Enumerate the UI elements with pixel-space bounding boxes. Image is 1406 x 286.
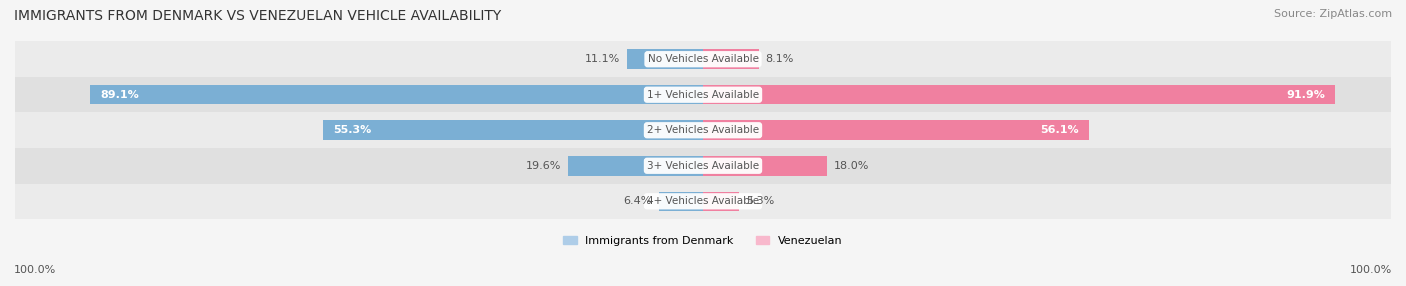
Bar [703,85,1336,104]
Text: 2+ Vehicles Available: 2+ Vehicles Available [647,125,759,135]
Bar [15,77,1391,112]
Bar [322,120,703,140]
Bar [703,192,740,211]
Text: 89.1%: 89.1% [100,90,139,100]
Bar [15,184,1391,219]
Text: 100.0%: 100.0% [1350,265,1392,275]
Text: 4+ Vehicles Available: 4+ Vehicles Available [647,196,759,206]
Bar [90,85,703,104]
Text: Source: ZipAtlas.com: Source: ZipAtlas.com [1274,9,1392,19]
Text: 1+ Vehicles Available: 1+ Vehicles Available [647,90,759,100]
Bar [703,120,1090,140]
Bar [568,156,703,176]
Text: 5.3%: 5.3% [747,196,775,206]
Text: 91.9%: 91.9% [1286,90,1324,100]
Text: IMMIGRANTS FROM DENMARK VS VENEZUELAN VEHICLE AVAILABILITY: IMMIGRANTS FROM DENMARK VS VENEZUELAN VE… [14,9,502,23]
Text: 11.1%: 11.1% [585,54,620,64]
Legend: Immigrants from Denmark, Venezuelan: Immigrants from Denmark, Venezuelan [558,231,848,250]
Text: 19.6%: 19.6% [526,161,561,171]
Text: 55.3%: 55.3% [333,125,371,135]
Text: 6.4%: 6.4% [624,196,652,206]
Text: No Vehicles Available: No Vehicles Available [648,54,758,64]
Text: 8.1%: 8.1% [766,54,794,64]
Bar [627,49,703,69]
Text: 100.0%: 100.0% [14,265,56,275]
Text: 56.1%: 56.1% [1040,125,1078,135]
Bar [15,41,1391,77]
Bar [703,156,827,176]
Text: 18.0%: 18.0% [834,161,869,171]
Bar [15,112,1391,148]
Bar [15,148,1391,184]
Bar [703,49,759,69]
Bar [659,192,703,211]
Text: 3+ Vehicles Available: 3+ Vehicles Available [647,161,759,171]
